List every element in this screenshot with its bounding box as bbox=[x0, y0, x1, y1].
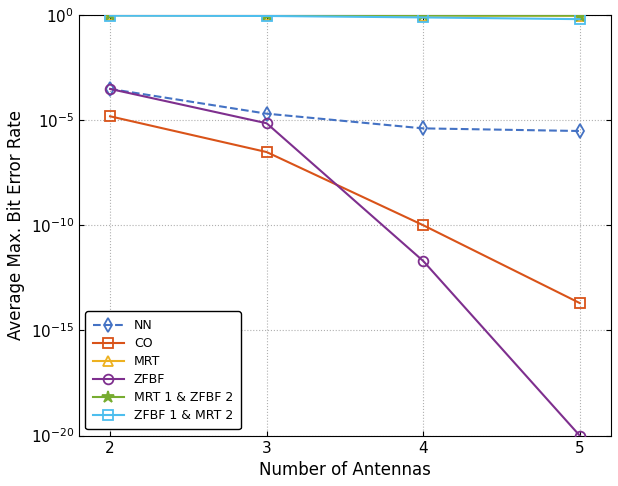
Line: MRT 1 & ZFBF 2: MRT 1 & ZFBF 2 bbox=[104, 9, 586, 22]
CO bbox=[420, 222, 427, 228]
CO bbox=[106, 113, 114, 119]
MRT bbox=[106, 12, 114, 18]
ZFBF 1 & MRT 2 bbox=[263, 13, 270, 19]
ZFBF bbox=[263, 121, 270, 126]
Line: MRT: MRT bbox=[105, 10, 585, 20]
ZFBF 1 & MRT 2 bbox=[420, 15, 427, 20]
MRT 1 & ZFBF 2 bbox=[576, 13, 583, 18]
ZFBF 1 & MRT 2 bbox=[106, 13, 114, 18]
MRT bbox=[263, 12, 270, 18]
CO bbox=[263, 149, 270, 155]
ZFBF bbox=[106, 86, 114, 92]
X-axis label: Number of Antennas: Number of Antennas bbox=[259, 461, 431, 479]
Line: ZFBF 1 & MRT 2: ZFBF 1 & MRT 2 bbox=[105, 11, 585, 24]
ZFBF bbox=[576, 433, 583, 438]
NN bbox=[576, 128, 583, 134]
NN bbox=[106, 86, 114, 92]
Y-axis label: Average Max. Bit Error Rate: Average Max. Bit Error Rate bbox=[7, 110, 25, 340]
Legend: NN, CO, MRT, ZFBF, MRT 1 & ZFBF 2, ZFBF 1 & MRT 2: NN, CO, MRT, ZFBF, MRT 1 & ZFBF 2, ZFBF … bbox=[85, 312, 240, 430]
NN bbox=[420, 125, 427, 131]
MRT 1 & ZFBF 2 bbox=[106, 12, 114, 18]
ZFBF bbox=[420, 258, 427, 264]
MRT bbox=[576, 13, 583, 18]
Line: CO: CO bbox=[105, 111, 585, 308]
MRT 1 & ZFBF 2 bbox=[263, 13, 270, 18]
MRT 1 & ZFBF 2 bbox=[420, 13, 427, 18]
CO bbox=[576, 300, 583, 306]
Line: ZFBF: ZFBF bbox=[105, 84, 585, 440]
Line: NN: NN bbox=[105, 84, 585, 136]
MRT bbox=[420, 13, 427, 18]
ZFBF 1 & MRT 2 bbox=[576, 16, 583, 22]
NN bbox=[263, 111, 270, 117]
